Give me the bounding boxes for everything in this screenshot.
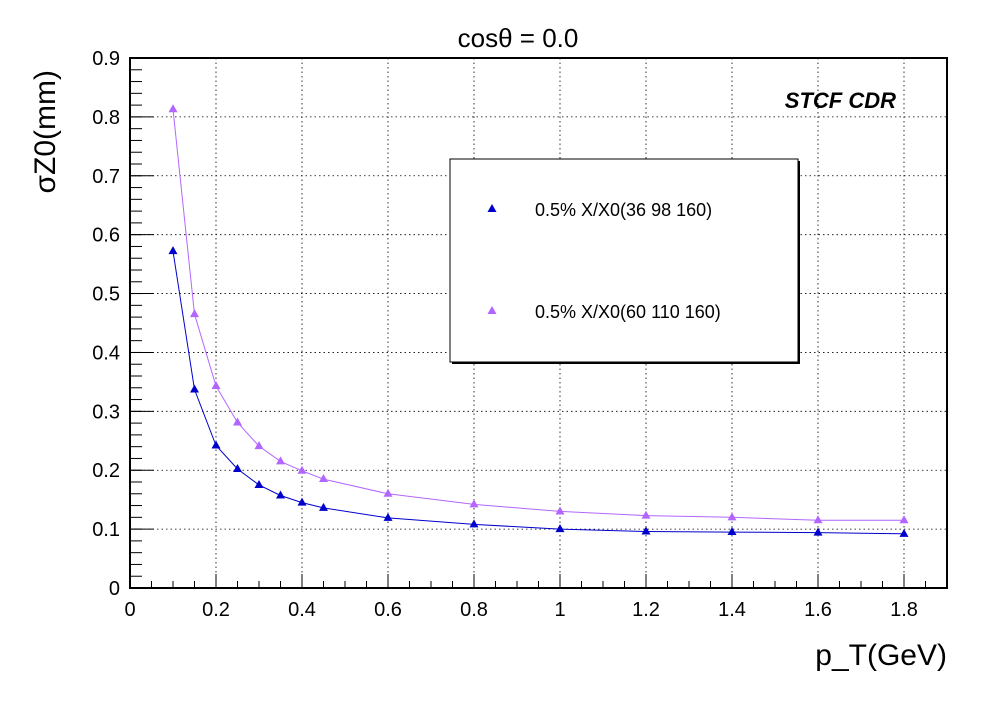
series-group [168, 104, 909, 537]
series-2-point [813, 515, 823, 524]
series-1-point [813, 527, 823, 536]
x-tick-label: 1 [554, 599, 565, 621]
series-1-point [276, 490, 285, 499]
series-1-point [727, 527, 737, 536]
grid [130, 58, 947, 588]
y-tick-label: 0.8 [92, 107, 120, 129]
series-1-point [233, 464, 242, 473]
legend-marker-series-2 [487, 306, 497, 314]
legend: 0.5% X/X0(36 98 160) 0.5% X/X0(60 110 16… [449, 158, 800, 364]
series-1-point [899, 528, 909, 537]
legend-label-series-1: 0.5% X/X0(36 98 160) [535, 200, 712, 220]
y-tick-label: 0 [109, 578, 120, 600]
series-2-point [641, 510, 651, 519]
series-1-point [555, 524, 565, 533]
axes: 0 0.2 0.4 0.6 0.8 1 1.2 1.4 1.6 1.8 0 0.1 0.2 0.3 0.4 0… [92, 48, 948, 621]
series-2-point [899, 515, 909, 524]
x-tick-label: 1.2 [632, 599, 660, 621]
x-tick-label: 1.8 [890, 599, 918, 621]
y-tick-label: 0.5 [92, 284, 120, 306]
series-2-point [469, 499, 479, 508]
y-tick-label: 0.2 [92, 460, 120, 482]
series-2-point [233, 417, 242, 426]
y-tick-label: 0.4 [92, 342, 120, 364]
x-tick-label: 0.2 [202, 599, 230, 621]
y-tick-label: 0.1 [92, 519, 120, 541]
series-2-point [276, 456, 285, 465]
series-2-point [190, 309, 199, 318]
series-1-point [190, 384, 199, 393]
series-1-point [319, 502, 328, 511]
series-2-point [319, 474, 328, 483]
chart-title: cosθ = 0.0 [458, 23, 579, 53]
series-2-point [555, 506, 565, 515]
y-axis-title: σZ0(mm) [29, 70, 62, 194]
y-tick-label: 0.7 [92, 166, 120, 188]
series-2-point [211, 381, 221, 390]
y-tick-label: 0.9 [92, 48, 120, 70]
series-1-point [211, 440, 221, 449]
series-1-point [254, 479, 264, 488]
legend-label-series-2: 0.5% X/X0(60 110 160) [535, 302, 721, 322]
series-2-point [383, 488, 393, 497]
series-2-point [297, 465, 307, 474]
x-axis-title: p_T(GeV) [815, 639, 947, 672]
y-tick-label: 0.6 [92, 225, 120, 247]
x-tick-label: 0.6 [374, 599, 402, 621]
series-2-point [727, 512, 737, 521]
annotation-label: STCF CDR [785, 88, 896, 113]
series-2-point [254, 441, 264, 450]
x-tick-label: 0.8 [460, 599, 488, 621]
legend-marker-series-1 [487, 204, 497, 212]
x-tick-label: 0.4 [288, 599, 316, 621]
series-1-point [297, 497, 307, 506]
x-tick-label: 1.4 [718, 599, 746, 621]
legend-box [449, 158, 799, 363]
series-1-point [168, 246, 178, 255]
series-1-point [469, 519, 479, 528]
x-tick-label: 1.6 [804, 599, 832, 621]
x-tick-label: 0 [124, 599, 135, 621]
series-1-point [641, 526, 651, 535]
series-2-point [168, 104, 178, 113]
y-tick-label: 0.3 [92, 401, 120, 423]
series-1-point [383, 512, 393, 521]
